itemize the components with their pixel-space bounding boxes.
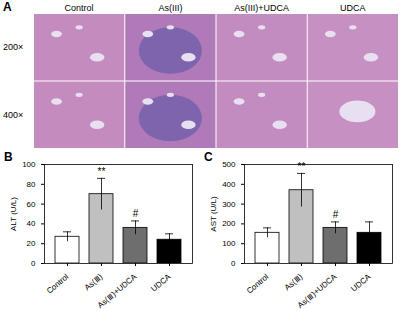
svg-text:0: 0	[231, 259, 236, 268]
svg-text:40: 40	[27, 219, 36, 228]
svg-text:**: **	[298, 161, 306, 172]
svg-text:ALT (U/L): ALT (U/L)	[9, 197, 18, 231]
html-text:B: B	[4, 150, 13, 164]
svg-text:60: 60	[27, 200, 36, 209]
svg-text:#: #	[133, 208, 139, 219]
svg-text:UDCA: UDCA	[149, 272, 173, 294]
svg-text:A: A	[3, 0, 12, 14]
svg-text:Control: Control	[45, 272, 71, 296]
svg-text:#: #	[333, 209, 339, 220]
svg-text:As(III): As(III)	[158, 3, 182, 13]
svg-text:As(III)+UDCA: As(III)+UDCA	[234, 3, 289, 13]
svg-text:0: 0	[31, 259, 36, 268]
svg-text:400: 400	[222, 180, 236, 189]
svg-text:UDCA: UDCA	[349, 272, 373, 294]
svg-text:Control: Control	[65, 3, 94, 13]
svg-text:As(Ⅲ): As(Ⅲ)	[283, 272, 305, 292]
svg-text:As(Ⅲ): As(Ⅲ)	[83, 272, 105, 292]
svg-text:100: 100	[222, 239, 236, 248]
html-text:C: C	[204, 150, 213, 164]
svg-text:20: 20	[27, 239, 36, 248]
svg-text:100: 100	[22, 160, 36, 169]
svg-text:300: 300	[222, 200, 236, 209]
svg-text:80: 80	[27, 180, 36, 189]
svg-text:AST (U/L): AST (U/L)	[209, 196, 218, 232]
svg-text:400×: 400×	[3, 110, 23, 120]
svg-text:200×: 200×	[3, 42, 23, 52]
svg-text:Control: Control	[245, 272, 271, 296]
svg-text:As(Ⅲ)+UDCA: As(Ⅲ)+UDCA	[296, 272, 339, 309]
svg-text:As(Ⅲ)+UDCA: As(Ⅲ)+UDCA	[96, 272, 139, 309]
svg-text:UDCA: UDCA	[340, 3, 366, 13]
svg-text:500: 500	[222, 160, 236, 169]
svg-text:**: **	[98, 166, 106, 177]
svg-text:200: 200	[222, 219, 236, 228]
